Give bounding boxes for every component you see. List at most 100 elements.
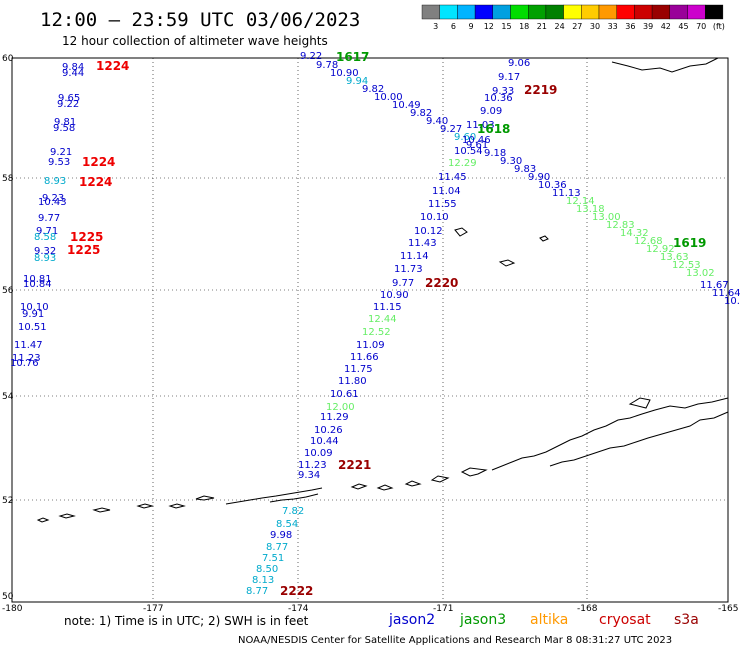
scale-label: 15 (501, 22, 511, 31)
legend-jason3: jason3 (459, 612, 506, 628)
wave-height-value: 10.10 (20, 302, 49, 313)
wave-height-value: 8.54 (276, 519, 298, 530)
pass-label: 2219 (524, 83, 557, 97)
wave-height-value: 9.18 (484, 148, 506, 159)
wave-height-value: 8.58 (34, 232, 56, 243)
wave-height-value: 9.84 (62, 62, 84, 73)
scale-swatch (616, 4, 635, 20)
wave-height-value: 9.17 (498, 72, 520, 83)
scale-swatch (705, 4, 724, 20)
scale-swatch (669, 4, 688, 20)
wave-height-value: 9.71 (36, 226, 58, 237)
scale-label: 9 (469, 22, 474, 31)
wave-height-value: 12.44 (368, 314, 397, 325)
scale-label: 12 (484, 22, 494, 31)
wave-height-value: 10.43 (38, 197, 67, 208)
wave-height-value: 9.09 (480, 106, 502, 117)
wave-height-value: 9.83 (514, 164, 536, 175)
scale-swatch (439, 4, 458, 20)
wave-height-value: 11.15 (373, 302, 402, 313)
wave-height-value: 12.53 (672, 260, 701, 271)
scale-swatch (634, 4, 653, 20)
wave-height-value: 9.94 (346, 76, 368, 87)
wave-height-value: 9.32 (34, 246, 56, 257)
wave-height-value: 10.49 (392, 100, 421, 111)
lon-label: -174 (288, 604, 309, 614)
wave-height-value: 12.29 (448, 158, 477, 169)
wave-height-value: 11.09 (356, 340, 385, 351)
wave-height-value: 8.13 (252, 575, 274, 586)
pass-label: 1618 (477, 122, 510, 136)
wave-height-value: 11.80 (338, 376, 367, 387)
wave-height-value: 12.52 (362, 327, 391, 338)
legend-altika: altika (530, 612, 568, 628)
wave-height-value: 9.91 (22, 309, 44, 320)
wave-height-value: 11.75 (344, 364, 373, 375)
wave-height-value: 10.90 (330, 68, 359, 79)
wave-height-value: 13.02 (686, 268, 715, 279)
lat-label: 56 (2, 286, 14, 296)
wave-height-value: 9.44 (62, 68, 84, 79)
wave-height-value: 9.22 (300, 51, 322, 62)
wave-height-value: 12.83 (606, 220, 635, 231)
scale-swatch (510, 4, 529, 20)
wave-height-value: 11.13 (552, 188, 581, 199)
legend-jason2: jason2 (388, 612, 435, 628)
lon-label: -180 (2, 604, 23, 614)
scale-swatch (687, 4, 706, 20)
scale-swatch (651, 4, 670, 20)
footer-credit: NOAA/NESDIS Center for Satellite Applica… (238, 635, 672, 646)
scale-label: 39 (643, 22, 653, 31)
wave-height-value: 10.12 (414, 226, 443, 237)
wave-height-values: 9.849.449.659.229.819.589.219.538.939.23… (10, 51, 740, 597)
wave-height-color-scale: 3 6 9 12 15 18 21 24 27 30 33 36 39 42 45 70 (ft) (421, 4, 725, 31)
scale-swatch (581, 4, 600, 20)
scale-swatch (421, 4, 440, 20)
scale-swatch (563, 4, 582, 20)
wave-height-value: 9.33 (492, 86, 514, 97)
wave-height-value: 7.82 (282, 506, 304, 517)
wave-height-value: 10.46 (462, 135, 491, 146)
wave-height-value: 9.82 (410, 108, 432, 119)
pass-label: 1224 (96, 59, 129, 73)
wave-height-value: 10.54 (454, 146, 483, 157)
scale-label: 6 (451, 22, 456, 31)
coastline (36, 57, 729, 523)
wave-height-value: 9.77 (392, 278, 414, 289)
wave-height-value: 10.90 (380, 290, 409, 301)
wave-height-value: 10.44 (310, 436, 339, 447)
map-subtitle: 12 hour collection of altimeter wave hei… (62, 34, 328, 48)
wave-height-value: 11.14 (400, 251, 429, 262)
pass-label: 2221 (338, 458, 371, 472)
lon-axis-labels: -180 -177 -174 -171 -168 -165 (2, 604, 738, 614)
lat-label: 58 (2, 174, 14, 184)
wave-height-value: 11.43 (408, 238, 437, 249)
wave-height-value: 12.14 (566, 196, 595, 207)
scale-label: 21 (537, 22, 547, 31)
wave-height-value: 10.76 (10, 358, 39, 369)
wave-height-value: 9.21 (50, 147, 72, 158)
lat-axis-labels: 60 58 56 54 52 50 (2, 54, 14, 602)
lat-label: 54 (2, 392, 14, 402)
scale-swatch (474, 4, 494, 20)
scale-label: 3 (433, 22, 438, 31)
wave-height-value: 11.29 (320, 412, 349, 423)
pass-label: 1617 (336, 50, 369, 64)
wave-height-value: 9.34 (298, 470, 320, 481)
wave-height-value: 9.23 (42, 193, 64, 204)
map-title: 12:00 – 23:59 UTC 03/06/2023 (40, 9, 360, 31)
wave-height-value: 8.77 (266, 542, 288, 553)
scale-swatch (545, 4, 564, 20)
wave-height-value: 9.58 (53, 123, 75, 134)
wave-height-value: 10.10 (420, 212, 449, 223)
wave-height-value: 10.36 (538, 180, 567, 191)
scale-label: 36 (625, 22, 635, 31)
scale-label: (ft) (713, 22, 725, 31)
wave-height-value: 12.92 (646, 244, 675, 255)
pass-label: 1225 (70, 230, 103, 244)
wave-height-value: 10.09 (304, 448, 333, 459)
scale-label: 18 (519, 22, 529, 31)
wave-height-value: 10.61 (330, 389, 359, 400)
pass-label: 1224 (82, 155, 115, 169)
wave-height-value: 13.00 (592, 212, 621, 223)
